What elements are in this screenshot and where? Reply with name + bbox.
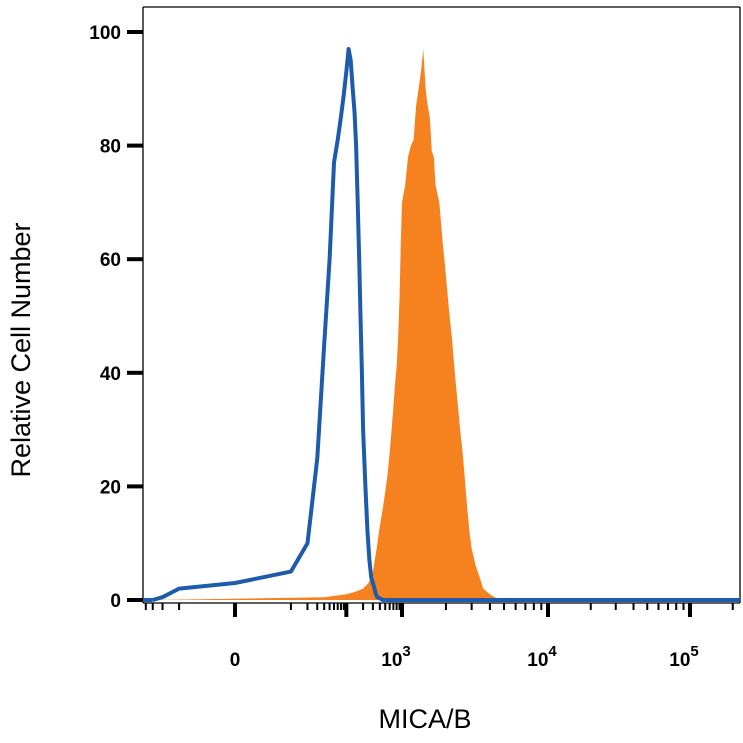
x-minor-tick — [392, 603, 395, 610]
series-1-line — [152, 47, 386, 602]
x-major-tick — [400, 603, 404, 617]
y-axis-title: Relative Cell Number — [6, 222, 36, 477]
y-tick-label-60: 60 — [100, 250, 121, 271]
x-minor-tick — [514, 603, 517, 610]
y-tick-0 — [127, 598, 143, 602]
x-minor-tick — [614, 603, 617, 610]
x-minor-tick — [667, 603, 670, 610]
x-minor-tick — [532, 603, 535, 610]
x-minor-tick — [336, 603, 339, 610]
x-tick-label-2: 104 — [527, 643, 557, 671]
x-minor-tick — [362, 603, 365, 610]
y-tick-60 — [127, 257, 143, 262]
y-tick-label-100: 100 — [89, 23, 121, 44]
x-minor-tick — [657, 603, 660, 610]
series-0-area — [152, 49, 504, 600]
y-tick-label-80: 80 — [100, 137, 121, 158]
x-axis-title: MICA/B — [378, 704, 471, 734]
x-tick-label-1: 103 — [381, 643, 410, 671]
x-minor-tick — [384, 603, 387, 610]
x-minor-tick — [540, 603, 543, 610]
x-minor-tick — [388, 603, 391, 610]
x-minor-tick — [395, 603, 398, 610]
y-axis-ticks: 0 20 40 60 80 100 — [89, 23, 143, 612]
x-minor-tick — [339, 603, 342, 610]
x-minor-tick — [323, 603, 326, 610]
x-axis-ticks — [144, 603, 734, 617]
x-minor-tick — [144, 603, 147, 610]
y-tick-100 — [127, 30, 143, 34]
x-major-tick — [688, 603, 692, 617]
x-major-tick — [233, 603, 237, 617]
x-minor-tick — [342, 603, 345, 610]
x-minor-tick — [328, 603, 331, 610]
series-layer — [143, 47, 740, 602]
y-tick-40 — [127, 370, 143, 375]
x-tick-label-3: 105 — [669, 643, 698, 671]
plot-area — [142, 6, 741, 604]
x-axis-tick-labels: 0 103 104 105 — [230, 643, 699, 671]
x-minor-tick — [503, 603, 506, 610]
x-minor-tick — [161, 603, 164, 610]
y-tick-label-20: 20 — [100, 477, 121, 498]
x-minor-tick — [398, 603, 401, 610]
x-minor-tick — [332, 603, 335, 610]
x-major-tick — [546, 603, 550, 617]
x-minor-tick — [524, 603, 527, 610]
x-minor-tick — [444, 603, 447, 610]
x-minor-tick — [731, 603, 734, 610]
x-minor-tick — [632, 603, 635, 610]
x-minor-tick — [378, 603, 381, 610]
x-minor-tick — [470, 603, 473, 610]
x-minor-tick — [306, 603, 309, 610]
x-minor-tick — [488, 603, 491, 610]
x-minor-tick — [289, 603, 292, 610]
y-tick-label-0: 0 — [110, 591, 121, 612]
x-tick-label-0: 0 — [230, 650, 241, 671]
x-minor-tick — [589, 603, 592, 610]
x-minor-tick — [151, 603, 154, 610]
y-tick-20 — [127, 484, 143, 489]
x-minor-tick — [646, 603, 649, 610]
x-minor-tick — [316, 603, 319, 610]
x-minor-tick — [371, 603, 374, 610]
x-minor-tick — [682, 603, 685, 610]
y-tick-label-40: 40 — [100, 364, 121, 385]
x-major-tick — [344, 603, 349, 617]
y-tick-80 — [127, 143, 143, 148]
x-minor-tick — [675, 603, 678, 610]
x-minor-tick — [178, 603, 181, 610]
